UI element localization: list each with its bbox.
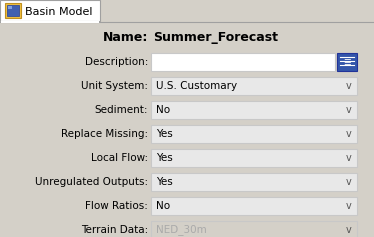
Bar <box>8 6 12 9</box>
Text: Name:: Name: <box>102 31 148 44</box>
Text: Local Flow:: Local Flow: <box>91 153 148 163</box>
Text: v: v <box>346 177 352 187</box>
Text: v: v <box>346 153 352 163</box>
Text: Unit System:: Unit System: <box>81 81 148 91</box>
Bar <box>0 0 374 22</box>
Text: Basin Model: Basin Model <box>25 7 92 17</box>
Bar <box>151 53 335 71</box>
Text: v: v <box>346 81 352 91</box>
Text: U.S. Customary: U.S. Customary <box>156 81 237 91</box>
Bar <box>151 77 357 95</box>
Text: Summer_Forecast: Summer_Forecast <box>153 31 278 44</box>
Text: v: v <box>346 225 352 235</box>
Text: ☰: ☰ <box>343 58 351 67</box>
Text: v: v <box>346 105 352 115</box>
Text: Terrain Data:: Terrain Data: <box>81 225 148 235</box>
Text: No: No <box>156 105 170 115</box>
Text: Yes: Yes <box>156 153 173 163</box>
Bar <box>151 197 357 215</box>
Text: Yes: Yes <box>156 177 173 187</box>
Text: No: No <box>156 201 170 211</box>
Text: Unregulated Outputs:: Unregulated Outputs: <box>35 177 148 187</box>
Text: NED_30m: NED_30m <box>156 224 207 235</box>
Text: v: v <box>346 129 352 139</box>
Text: Flow Ratios:: Flow Ratios: <box>85 201 148 211</box>
Text: v: v <box>346 201 352 211</box>
Text: Description:: Description: <box>85 57 148 67</box>
Bar <box>151 149 357 167</box>
Text: Replace Missing:: Replace Missing: <box>61 129 148 139</box>
Text: Sediment:: Sediment: <box>95 105 148 115</box>
Bar <box>1 21 99 23</box>
Bar <box>151 125 357 143</box>
Bar <box>151 173 357 191</box>
Bar <box>151 221 357 237</box>
Bar <box>151 101 357 119</box>
Bar <box>7 5 19 16</box>
Bar <box>337 53 357 71</box>
Text: Yes: Yes <box>156 129 173 139</box>
Bar <box>0 0 100 21</box>
Bar <box>5 3 21 18</box>
